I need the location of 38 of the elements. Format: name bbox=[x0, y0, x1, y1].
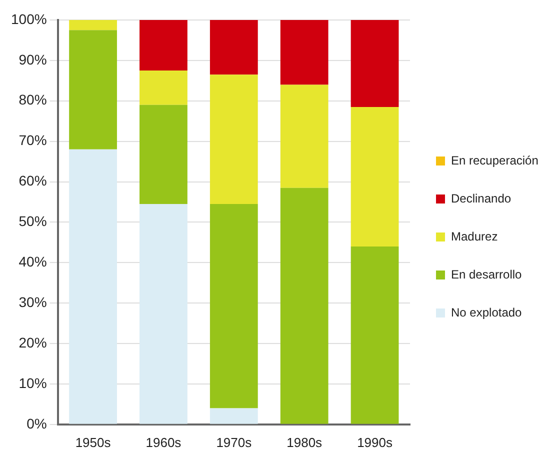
y-tick-label: 80% bbox=[18, 92, 47, 108]
bar bbox=[140, 70, 188, 105]
bar bbox=[69, 30, 117, 150]
bar bbox=[350, 246, 399, 424]
x-tick-label: 1950s bbox=[75, 434, 112, 450]
bar bbox=[210, 408, 258, 424]
y-tick-label: 0% bbox=[26, 415, 47, 432]
legend-label: En recuperación bbox=[451, 153, 538, 168]
bar bbox=[210, 20, 258, 75]
legend-label: Madurez bbox=[451, 229, 498, 244]
bar bbox=[69, 149, 117, 424]
x-tick-label: 1990s bbox=[357, 434, 393, 450]
bar bbox=[140, 104, 188, 204]
legend-label: Declinando bbox=[451, 191, 512, 206]
x-tick-label: 1970s bbox=[216, 434, 252, 450]
bar bbox=[69, 20, 117, 30]
bar bbox=[210, 204, 258, 408]
x-tick-label: 1980s bbox=[286, 434, 323, 450]
y-tick-label: 50% bbox=[18, 213, 47, 230]
bar bbox=[210, 74, 258, 204]
y-tick-label: 40% bbox=[18, 254, 47, 270]
legend-label: No explotado bbox=[451, 305, 522, 320]
bar bbox=[140, 204, 188, 424]
y-tick-label: 60% bbox=[18, 172, 47, 189]
y-tick-label: 70% bbox=[18, 132, 47, 148]
bar bbox=[350, 20, 399, 107]
bar bbox=[350, 106, 399, 246]
bar bbox=[140, 20, 188, 71]
x-tick-label: 1960s bbox=[146, 434, 182, 450]
legend-label: En desarrollo bbox=[451, 267, 522, 282]
bar bbox=[280, 84, 328, 188]
y-tick-label: 100% bbox=[10, 10, 47, 27]
y-tick-label: 10% bbox=[18, 374, 47, 391]
y-tick-label: 30% bbox=[18, 294, 47, 310]
bar bbox=[280, 20, 328, 85]
bar bbox=[280, 188, 328, 424]
y-tick-label: 90% bbox=[18, 51, 47, 68]
y-tick-label: 20% bbox=[18, 334, 47, 350]
